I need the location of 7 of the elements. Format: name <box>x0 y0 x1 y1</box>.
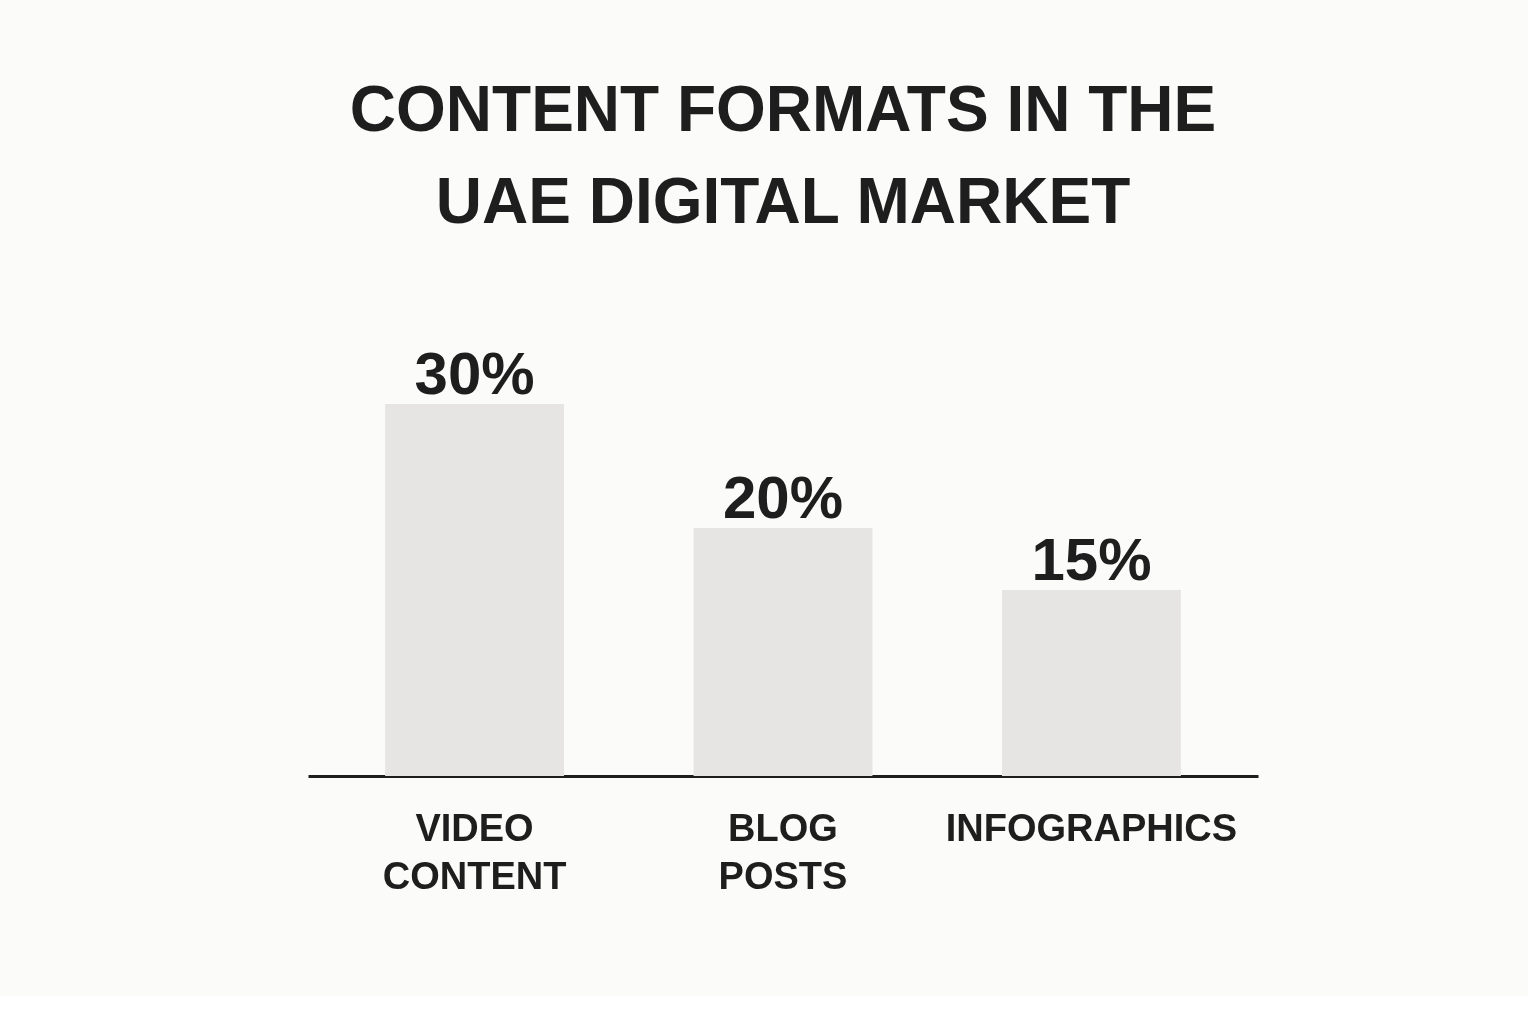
x-tick-label: VIDEO CONTENT <box>382 806 567 897</box>
x-tick-label: BLOG POSTS <box>718 806 848 897</box>
chart-title: CONTENT FORMATS IN THE UAE DIGITAL MARKET <box>349 73 1217 237</box>
x-tick-label: INFOGRAPHICS <box>945 806 1238 849</box>
data-label: 20% <box>722 464 844 531</box>
data-label: 30% <box>414 340 535 407</box>
data-label: 15% <box>1031 526 1152 593</box>
